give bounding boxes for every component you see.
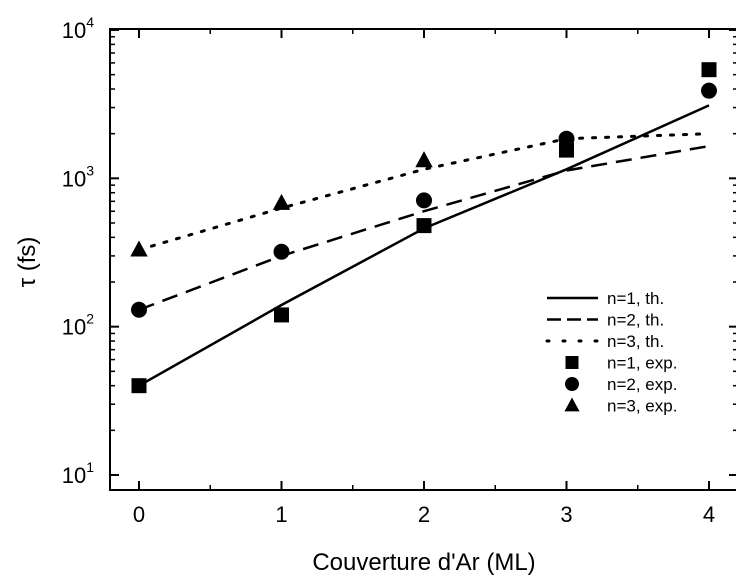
marker-circle	[701, 82, 717, 99]
legend-item: n=1, th.	[547, 289, 664, 308]
y-tick-label: 101	[62, 459, 94, 488]
marker-circle	[416, 192, 432, 209]
x-tick-label: 1	[275, 502, 287, 527]
axis-ticks	[110, 29, 736, 490]
legend-label: n=3, th.	[607, 332, 664, 351]
marker-circle	[273, 243, 290, 260]
y-tick-label: 102	[62, 311, 94, 340]
series-line-n-2-th-	[138, 144, 710, 311]
legend-label: n=2, th.	[607, 311, 664, 330]
legend-item: n=3, exp.	[564, 397, 677, 416]
legend: n=1, th. n=2, th. n=3, th. n=1, exp. n=2, ex…	[545, 289, 677, 416]
legend-label: n=3, exp.	[607, 397, 677, 416]
y-tick-label: 103	[62, 162, 94, 191]
legend-label: n=1, exp.	[607, 354, 677, 373]
x-tick-label: 3	[560, 502, 572, 527]
marker-square	[701, 62, 717, 78]
legend-item: n=2, th.	[547, 311, 664, 330]
x-tick-label: 4	[703, 502, 715, 527]
marker-circle	[131, 301, 147, 318]
axis-tick-labels: 0 1 2 3 4 101 102 103 104	[62, 14, 715, 527]
marker-square	[416, 218, 432, 234]
y-axis-label: τ (fs)	[14, 237, 41, 288]
legend-item: n=1, exp.	[565, 354, 677, 373]
legend-marker-square	[565, 356, 579, 369]
plot-frame	[109, 28, 736, 491]
x-tick-label: 0	[133, 502, 145, 527]
x-axis-label: Couverture d'Ar (ML)	[312, 549, 535, 576]
marker-triangle	[130, 240, 148, 257]
legend-marker-circle	[565, 377, 579, 391]
x-tick-label: 2	[418, 502, 430, 527]
legend-item: n=2, exp.	[565, 375, 677, 394]
series-markers	[130, 62, 717, 394]
legend-item: n=3, th.	[545, 332, 664, 351]
legend-label: n=1, th.	[607, 289, 664, 308]
legend-label: n=2, exp.	[607, 375, 677, 394]
marker-triangle	[415, 151, 433, 168]
legend-marker-triangle	[564, 397, 580, 412]
y-tick-label: 104	[62, 14, 94, 43]
marker-square	[131, 378, 147, 394]
marker-square	[559, 142, 574, 158]
marker-triangle	[272, 193, 291, 210]
marker-circle	[558, 130, 575, 147]
marker-square	[274, 307, 289, 323]
